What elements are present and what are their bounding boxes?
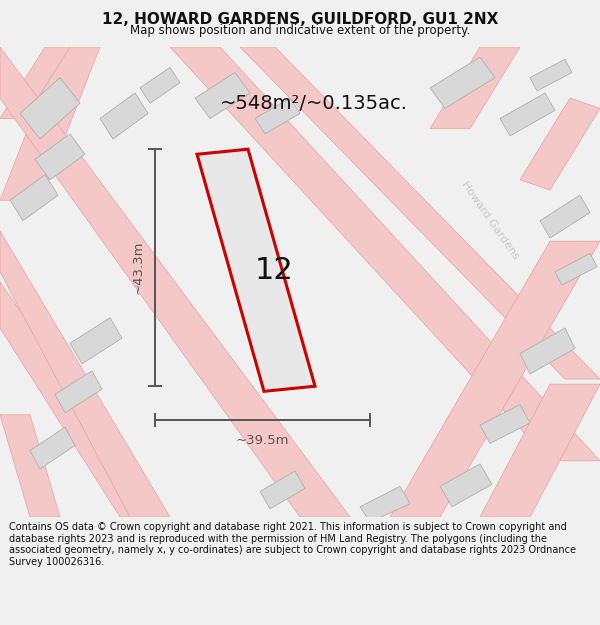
Text: Map shows position and indicative extent of the property.: Map shows position and indicative extent… <box>130 24 470 37</box>
Text: ~39.5m: ~39.5m <box>236 434 289 447</box>
Polygon shape <box>555 253 597 285</box>
Polygon shape <box>520 98 600 190</box>
Polygon shape <box>520 328 575 374</box>
Polygon shape <box>530 59 572 91</box>
Polygon shape <box>70 318 122 364</box>
Polygon shape <box>480 384 600 517</box>
Text: 12, HOWARD GARDENS, GUILDFORD, GU1 2NX: 12, HOWARD GARDENS, GUILDFORD, GU1 2NX <box>102 12 498 27</box>
Polygon shape <box>255 98 300 134</box>
Polygon shape <box>0 231 170 517</box>
Polygon shape <box>480 404 530 443</box>
Polygon shape <box>35 134 85 180</box>
Polygon shape <box>430 58 495 108</box>
Polygon shape <box>360 486 410 522</box>
Text: Contains OS data © Crown copyright and database right 2021. This information is : Contains OS data © Crown copyright and d… <box>9 522 576 567</box>
Polygon shape <box>195 72 250 119</box>
Text: ~548m²/~0.135ac.: ~548m²/~0.135ac. <box>220 94 408 112</box>
Text: 12: 12 <box>254 256 293 285</box>
Text: ~43.3m: ~43.3m <box>132 241 145 294</box>
Polygon shape <box>55 371 102 413</box>
Polygon shape <box>140 68 180 103</box>
Polygon shape <box>0 282 165 517</box>
Polygon shape <box>0 47 100 200</box>
Polygon shape <box>100 93 148 139</box>
Polygon shape <box>30 427 75 469</box>
Polygon shape <box>240 47 600 379</box>
Polygon shape <box>430 47 520 129</box>
Polygon shape <box>197 149 315 391</box>
Polygon shape <box>390 241 600 517</box>
Polygon shape <box>0 415 60 517</box>
Polygon shape <box>260 471 305 509</box>
Polygon shape <box>20 78 80 139</box>
Polygon shape <box>0 47 350 517</box>
Polygon shape <box>540 195 590 238</box>
Polygon shape <box>10 175 58 221</box>
Polygon shape <box>440 464 492 507</box>
Polygon shape <box>500 93 555 136</box>
Polygon shape <box>0 47 70 119</box>
Text: Howard Gardens: Howard Gardens <box>238 247 278 338</box>
Polygon shape <box>170 47 600 461</box>
Text: Howard Gardens: Howard Gardens <box>459 180 521 262</box>
